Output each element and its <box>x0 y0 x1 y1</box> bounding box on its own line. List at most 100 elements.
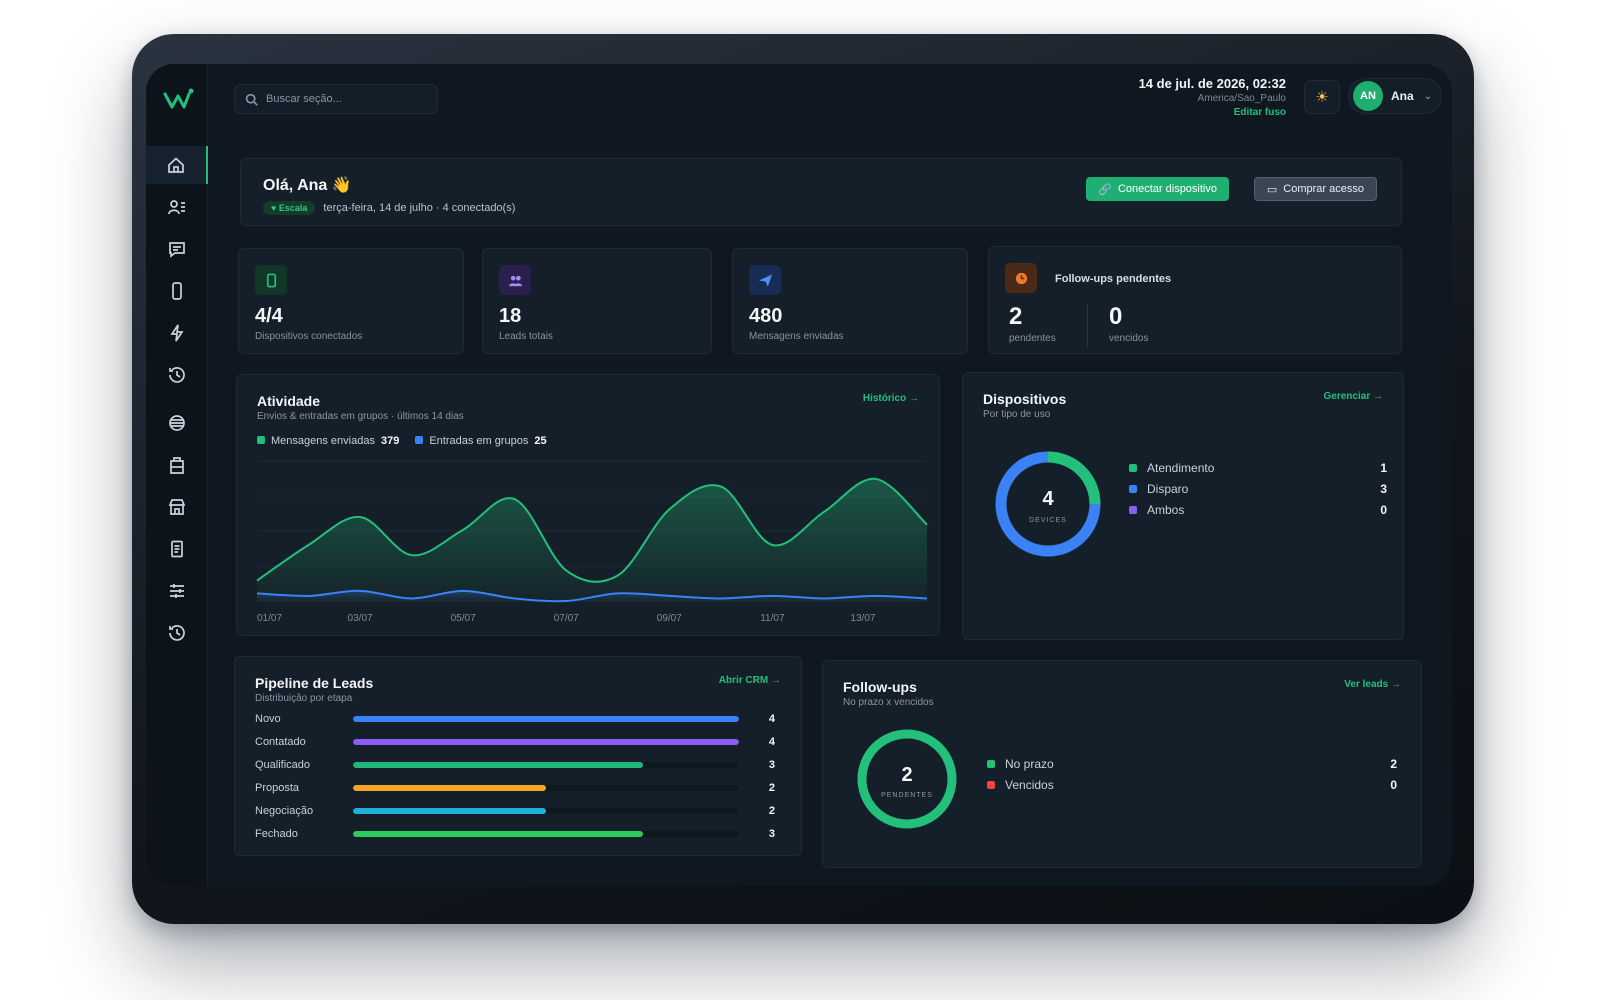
chat-icon <box>169 242 185 258</box>
stat-value: 18 <box>499 305 522 327</box>
clock-icon <box>1005 263 1037 293</box>
followups-pending-title: Follow-ups pendentes <box>1055 273 1172 285</box>
sidebar-item-8[interactable] <box>146 446 208 484</box>
divider <box>1087 305 1088 347</box>
x-tick-label: 01/07 <box>257 613 282 624</box>
pipeline-stage-count: 4 <box>768 736 775 748</box>
user-menu-button[interactable]: AN Ana ⌄ <box>1348 78 1442 114</box>
followups-legend-item: No prazo 2 <box>987 753 1397 774</box>
pipeline-bar-fill <box>353 808 546 814</box>
users-icon <box>499 265 531 295</box>
followups-legend-item: Vencidos 0 <box>987 774 1397 795</box>
sidebar-item-10[interactable] <box>146 530 208 568</box>
pipeline-stage-row[interactable]: Fechado 3 <box>255 824 775 844</box>
devices-center-label: DEVICES <box>1029 517 1067 524</box>
sidebar-item-9[interactable] <box>146 488 208 526</box>
legend-item-messages[interactable]: Mensagens enviadas 379 <box>257 435 399 447</box>
edit-timezone-link[interactable]: Editar fuso <box>1233 107 1286 118</box>
followups-donut: 2 PENDENTES <box>857 729 957 829</box>
legend-label: Mensagens enviadas <box>271 435 375 447</box>
clock-panel: 14 de jul. de 2026, 02:32 America/Sao_Pa… <box>1139 76 1286 118</box>
sidebar-item-1[interactable] <box>146 146 208 184</box>
app-logo[interactable] <box>162 86 194 114</box>
followups-card: Follow-ups No prazo x vencidos Ver leads… <box>822 660 1422 868</box>
sidebar-item-6[interactable] <box>146 356 208 394</box>
followups-subtitle: No prazo x vencidos <box>843 697 934 708</box>
history-link[interactable]: Histórico → <box>862 393 919 404</box>
buy-access-button[interactable]: ▭ Comprar acesso <box>1253 177 1377 201</box>
sidebar-item-5[interactable] <box>146 314 208 352</box>
sidebar-item-3[interactable] <box>146 230 208 268</box>
activity-card: Atividade Envios & entradas em grupos · … <box>236 374 940 636</box>
open-crm-link[interactable]: Abrir CRM → <box>718 675 781 686</box>
followups-title: Follow-ups <box>843 679 917 695</box>
legend-swatch <box>1129 463 1137 472</box>
pipeline-bar-fill <box>353 831 643 837</box>
greeting-title: Olá, Ana 👋 <box>263 177 352 194</box>
current-datetime: 14 de jul. de 2026, 02:32 <box>1138 76 1286 91</box>
legend-value: 1 <box>1380 460 1387 475</box>
pipeline-bar-fill <box>353 716 739 722</box>
app-screen: 14 de jul. de 2026, 02:32 America/Sao_Pa… <box>146 64 1452 886</box>
connect-device-label: Conectar dispositivo <box>1117 183 1217 195</box>
legend-swatch <box>415 436 424 444</box>
pipeline-stage-name: Negociação <box>255 805 314 817</box>
activity-title: Atividade <box>257 393 321 409</box>
pipeline-stage-row[interactable]: Proposta 2 <box>255 778 775 798</box>
legend-total: 25 <box>534 435 547 447</box>
pipeline-stage-count: 2 <box>768 782 775 794</box>
stat-card-devices: 4/4 Dispositivos conectados <box>238 248 464 354</box>
legend-item-groups[interactable]: Entradas em grupos 25 <box>415 435 547 447</box>
followups-center-value: 2 <box>901 764 912 786</box>
sidebar <box>146 64 208 886</box>
x-tick-label: 11/07 <box>760 613 785 624</box>
pipeline-bar-fill <box>353 739 739 745</box>
sidebar-item-7[interactable] <box>146 404 208 442</box>
series-line-2[interactable] <box>256 589 928 603</box>
sidebar-item-4[interactable] <box>146 272 208 310</box>
pipeline-stage-row[interactable]: Negociação 2 <box>255 801 775 821</box>
x-tick-label: 13/07 <box>850 613 875 624</box>
connect-device-button[interactable]: 🔗 Conectar dispositivo <box>1086 177 1229 201</box>
chevron-down-icon: ⌄ <box>1423 90 1433 102</box>
x-tick-label: 03/07 <box>348 613 373 624</box>
legend-swatch <box>1129 484 1137 493</box>
contacts-icon <box>168 200 185 215</box>
series-line-1[interactable] <box>256 477 928 583</box>
pipeline-stage-name: Qualificado <box>255 759 311 771</box>
legend-label: Atendimento <box>1147 460 1215 475</box>
pipeline-stage-row[interactable]: Contatado 4 <box>255 732 775 752</box>
legend-label: Disparo <box>1147 481 1189 496</box>
search-box[interactable] <box>234 84 438 114</box>
greeting-card: Olá, Ana 👋 ♥ Escala terça-feira, 14 de j… <box>240 158 1402 226</box>
send-icon <box>749 265 781 295</box>
pipeline-stage-count: 3 <box>768 828 775 840</box>
donut-segment-atendimento <box>995 451 1101 557</box>
building-icon <box>170 457 184 474</box>
view-leads-link[interactable]: Ver leads → <box>1344 679 1401 690</box>
sidebar-item-12[interactable] <box>146 614 208 652</box>
history-icon <box>169 367 185 383</box>
pipeline-stage-row[interactable]: Qualificado 3 <box>255 755 775 775</box>
legend-swatch <box>987 780 995 789</box>
x-tick-label: 07/07 <box>554 613 579 624</box>
greeting-subtitle: terça-feira, 14 de julho · 4 conectado(s… <box>323 202 516 214</box>
sidebar-item-2[interactable] <box>146 188 208 226</box>
pipeline-stage-count: 2 <box>768 805 775 817</box>
sidebar-item-11[interactable] <box>146 572 208 610</box>
tablet-frame: 14 de jul. de 2026, 02:32 America/Sao_Pa… <box>132 34 1474 924</box>
devices-legend-item: Atendimento 1 <box>1129 457 1387 478</box>
legend-label: No prazo <box>1005 756 1054 771</box>
user-name: Ana <box>1391 89 1414 103</box>
pipeline-card: Pipeline de Leads Distribuição por etapa… <box>234 656 802 856</box>
pipeline-stage-row[interactable]: Novo 4 <box>255 709 775 729</box>
legend-value: 2 <box>1390 756 1397 771</box>
pipeline-bar-track <box>353 739 739 745</box>
stat-value: 480 <box>749 305 783 327</box>
legend-label: Ambos <box>1147 502 1185 517</box>
phone-icon <box>255 265 287 295</box>
theme-toggle-button[interactable]: ☀ <box>1304 80 1340 114</box>
manage-devices-link[interactable]: Gerenciar → <box>1323 391 1383 402</box>
stat-card-leads: 18 Leads totais <box>482 248 712 354</box>
search-input[interactable] <box>266 93 426 105</box>
